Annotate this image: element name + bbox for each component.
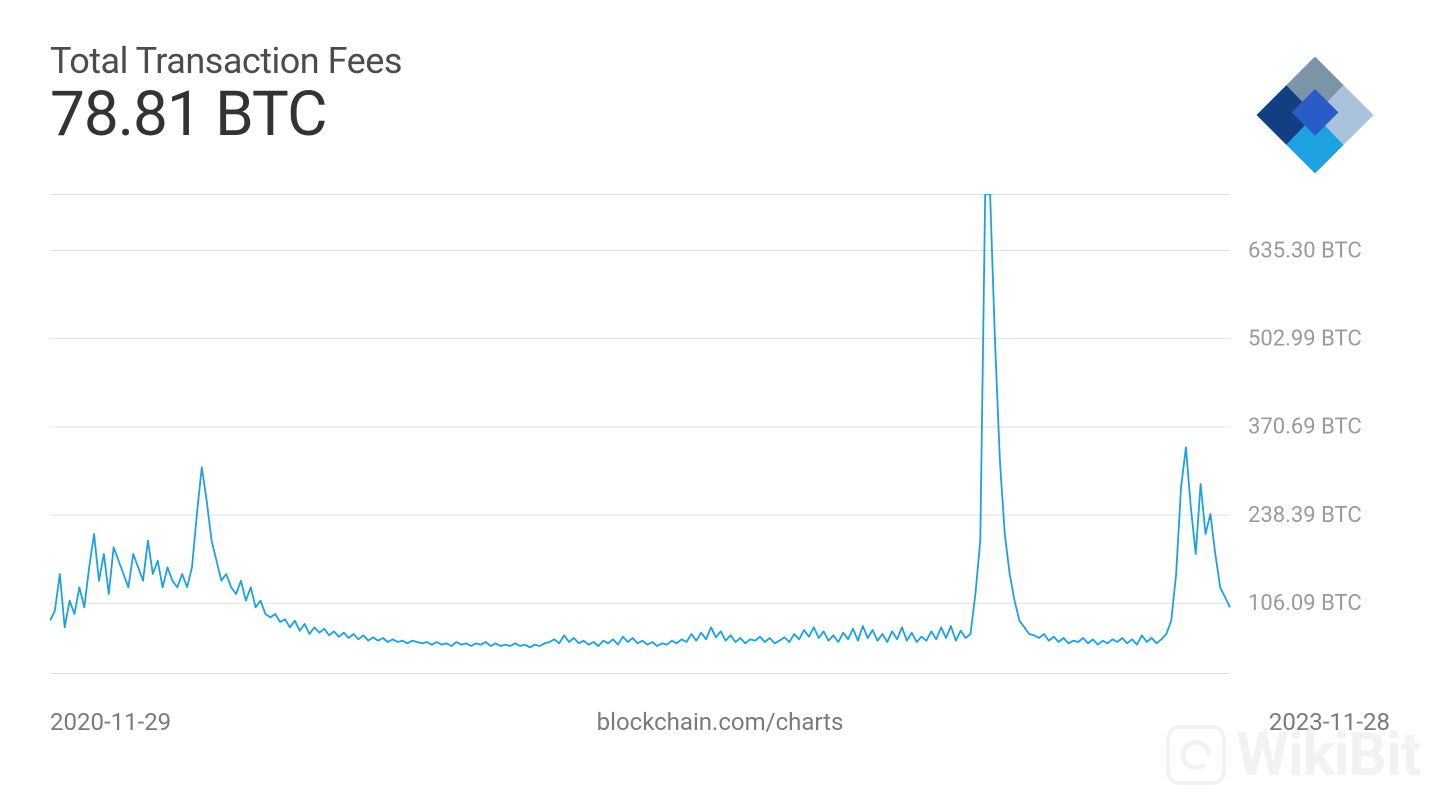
y-axis-tick-label: 238.39 BTC	[1248, 503, 1362, 528]
y-axis-tick-label: 106.09 BTC	[1248, 591, 1362, 616]
chart-subtitle: Total Transaction Fees	[50, 40, 402, 82]
y-axis-tick-label: 635.30 BTC	[1248, 238, 1362, 263]
blockchain-logo-icon	[1250, 50, 1380, 184]
y-axis-tick-label: 502.99 BTC	[1248, 326, 1362, 351]
watermark: WikiBit	[1166, 719, 1420, 790]
chart-current-value: 78.81 BTC	[50, 78, 402, 151]
line-chart: 635.30 BTC 502.99 BTC 370.69 BTC 238.39 BTC…	[50, 194, 1390, 678]
watermark-text: WikiBit	[1236, 719, 1420, 790]
y-axis-tick-label: 370.69 BTC	[1248, 415, 1362, 440]
fee-series-line	[50, 194, 1230, 647]
watermark-icon	[1166, 725, 1226, 785]
